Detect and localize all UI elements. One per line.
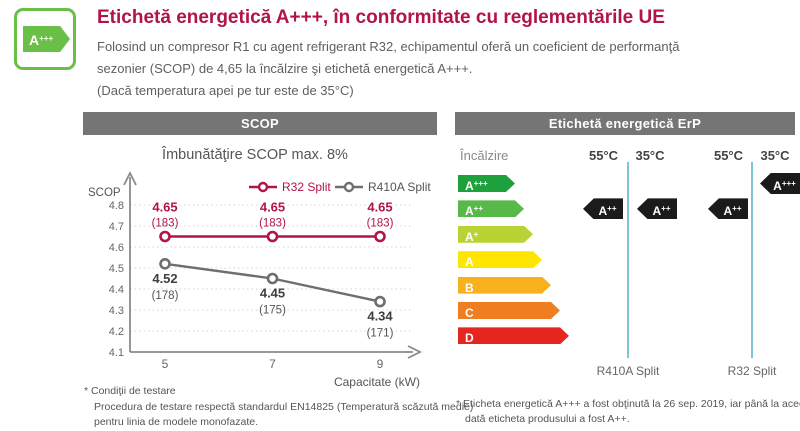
- data-point-sub-value: (175): [259, 305, 286, 317]
- scop-panel: SCOP Îmbunătăţire SCOP max. 8% 4.8 4.7 4.6 4…: [83, 112, 473, 431]
- energy-class-row-C: C: [458, 302, 560, 319]
- rating-tag-label: A++: [598, 204, 617, 219]
- erp-panel-header: Etichetă energetică ErP: [455, 112, 795, 135]
- energy-class-row-A: A: [458, 251, 542, 270]
- data-point-value: 4.65: [152, 200, 177, 215]
- x-axis-label: Capacitate (kW): [334, 375, 420, 389]
- y-axis-label: SCOP: [88, 187, 121, 199]
- erp-footnote-line2: dată eticheta produsului a fost A++.: [465, 413, 630, 425]
- energy-class-row-B: B: [458, 276, 551, 295]
- data-point-sub-value: (183): [259, 218, 286, 230]
- energy-class-label: A++: [465, 204, 484, 219]
- scop-panel-header: SCOP: [83, 112, 437, 135]
- y-tick-label: 4.8: [109, 200, 124, 212]
- temp-label-1: 35°C: [635, 148, 665, 163]
- legend-label: R32 Split: [282, 180, 331, 194]
- energy-class-label: A: [465, 255, 474, 270]
- rating-tag-2: A++: [708, 198, 748, 220]
- temp-label-0: 55°C: [588, 148, 619, 163]
- data-point-marker: [266, 230, 279, 243]
- y-tick-label: 4.1: [109, 347, 124, 359]
- data-point-sub-value: (178): [152, 290, 179, 302]
- data-point-marker: [159, 258, 171, 270]
- page-title: Etichetă energetică A+++, în conformitat…: [97, 7, 665, 28]
- energy-class-label: A+++: [465, 179, 488, 193]
- energy-class-row-A+++: A+++: [458, 175, 515, 192]
- energy-class-label: A+: [465, 229, 479, 244]
- energy-class-row-A+: A+: [458, 225, 533, 244]
- data-point-sub-value: (183): [367, 218, 394, 230]
- x-tick-label: 5: [162, 357, 169, 371]
- rating-tag-0: A++: [583, 198, 623, 220]
- erp-panel: Etichetă energetică ErP Încălzire 55°C 35…: [455, 112, 800, 431]
- data-point-sub-value: (171): [367, 328, 394, 340]
- data-point-value: 4.65: [367, 200, 392, 215]
- y-tick-label: 4.5: [109, 263, 124, 275]
- y-tick-label: 4.7: [109, 221, 124, 233]
- energy-class-arrow-icon: A+++: [23, 26, 70, 52]
- y-tick-label: 4.4: [109, 284, 124, 296]
- energy-class-badge: A+++: [14, 8, 76, 70]
- x-axis-arrow-icon: [407, 345, 423, 359]
- badge-rating: A+++: [29, 32, 54, 48]
- erp-label-diagram: Încălzire 55°C 35°C 55°C 35°C A+++ A++ A+ A B C D A…: [455, 112, 800, 431]
- column-divider-line-2: [751, 162, 753, 358]
- legend-marker-icon: [257, 181, 269, 193]
- legend-marker-icon: [343, 181, 355, 193]
- legend-label: R410A Split: [368, 180, 431, 194]
- temp-label-2: 55°C: [713, 148, 744, 163]
- rating-tag-1: A++: [637, 198, 677, 220]
- energy-class-label: D: [465, 331, 474, 346]
- scop-footnote-line3: pentru linia de modele monofazate.: [94, 416, 259, 428]
- heating-label: Încălzire: [460, 148, 509, 163]
- column-divider-line-1: [627, 162, 629, 358]
- rating-tag-label: A++: [723, 204, 742, 219]
- data-point-marker: [159, 230, 171, 243]
- energy-class-row-A++: A++: [458, 200, 524, 219]
- scop-footnote-line2: Procedura de testare respectă standardul…: [94, 401, 474, 413]
- y-tick-label: 4.3: [109, 305, 124, 317]
- energy-class-row-D: D: [458, 327, 569, 346]
- temp-label-3: 35°C: [760, 148, 790, 163]
- rating-tag-label: A++: [652, 204, 671, 219]
- scop-chart: Îmbunătăţire SCOP max. 8% 4.8 4.7 4.6 4.5 4.4…: [88, 146, 431, 389]
- rating-tag-3: A+++: [760, 173, 800, 194]
- data-point-value: 4.52: [152, 271, 177, 286]
- product-label-0: R410A Split: [596, 364, 660, 378]
- chart-title: Îmbunătăţire SCOP max. 8%: [161, 146, 348, 163]
- rating-tag-label: A+++: [773, 179, 796, 193]
- y-axis-arrow-icon: [123, 170, 137, 186]
- intro-text-line2: sezonier (SCOP) de 4,65 la încălzire şi …: [97, 61, 473, 76]
- energy-class-label: C: [465, 306, 474, 320]
- data-point-marker: [374, 295, 386, 308]
- scop-footnote-line1: * Condiţii de testare: [84, 385, 176, 397]
- data-point-marker: [266, 272, 279, 285]
- x-tick-label: 9: [377, 357, 384, 371]
- data-point-sub-value: (183): [152, 218, 179, 230]
- data-point-value: 4.65: [260, 200, 285, 215]
- data-point-value: 4.45: [260, 286, 285, 301]
- intro-text-line3: (Dacă temperatura apei pe tur este de 35…: [97, 83, 354, 98]
- erp-footnote-line1: * Eticheta energetică A+++ a fost obţinu…: [456, 398, 800, 410]
- energy-class-label: B: [465, 280, 474, 295]
- product-label-1: R32 Split: [727, 364, 777, 378]
- data-point-value: 4.34: [367, 309, 393, 324]
- y-tick-label: 4.6: [109, 242, 124, 254]
- data-point-marker: [374, 230, 386, 243]
- intro-text-line1: Folosind un compresor R1 cu agent refrig…: [97, 39, 680, 54]
- x-tick-label: 7: [269, 357, 276, 371]
- y-tick-label: 4.2: [109, 326, 124, 338]
